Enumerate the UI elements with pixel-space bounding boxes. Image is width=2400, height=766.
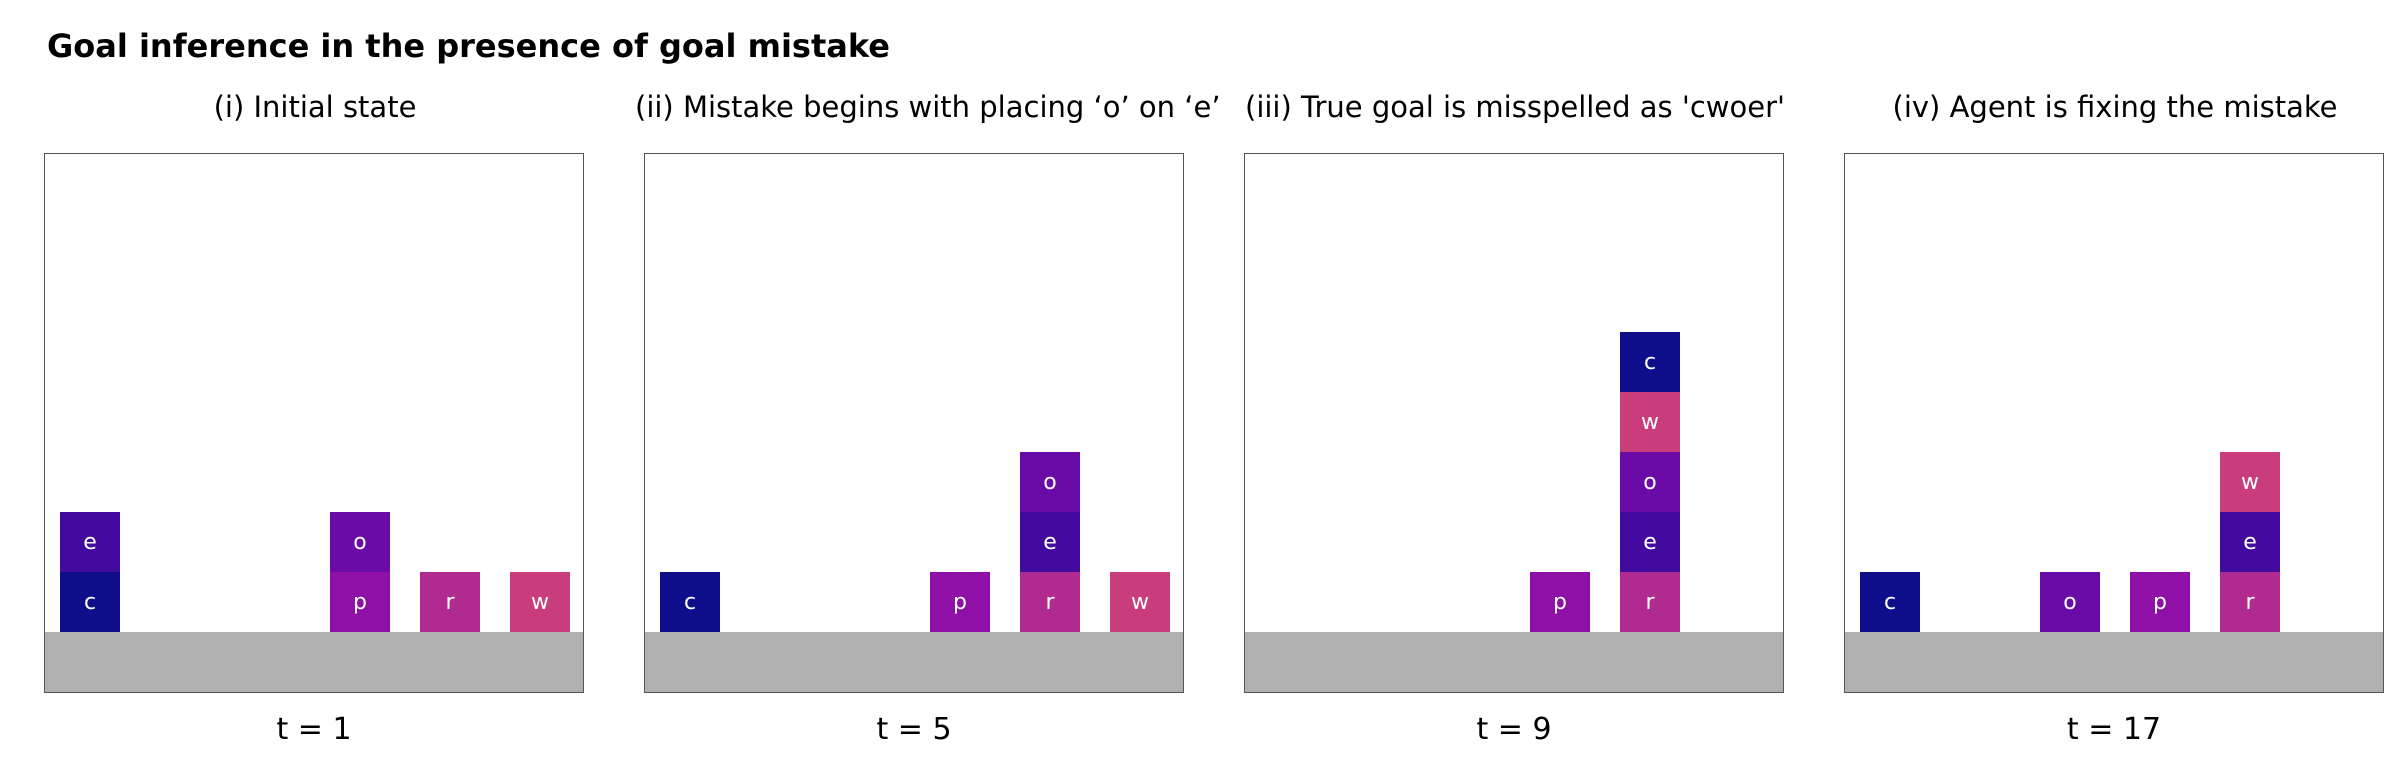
block-r: r — [1620, 572, 1680, 632]
block-r: r — [420, 572, 480, 632]
block-w: w — [510, 572, 570, 632]
block-p: p — [1530, 572, 1590, 632]
block-o: o — [1020, 452, 1080, 512]
time-label-2: t = 5 — [876, 712, 952, 747]
time-label-4: t = 17 — [2066, 712, 2162, 747]
block-c: c — [1620, 332, 1680, 392]
block-o: o — [330, 512, 390, 572]
block-r: r — [2220, 572, 2280, 632]
ground — [645, 632, 1183, 692]
block-p: p — [330, 572, 390, 632]
time-label-1: t = 1 — [276, 712, 352, 747]
ground — [1245, 632, 1783, 692]
block-e: e — [60, 512, 120, 572]
block-e: e — [1020, 512, 1080, 572]
time-label-3: t = 9 — [1476, 712, 1552, 747]
panel-title-4: (iv) Agent is fixing the mistake — [1892, 90, 2338, 124]
block-w: w — [1620, 392, 1680, 452]
block-o: o — [2040, 572, 2100, 632]
panel-title-3: (iii) True goal is misspelled as 'cwoer' — [1245, 90, 1785, 124]
ground — [1845, 632, 2383, 692]
block-p: p — [930, 572, 990, 632]
figure-title: Goal inference in the presence of goal m… — [47, 27, 890, 65]
block-c: c — [60, 572, 120, 632]
block-c: c — [660, 572, 720, 632]
block-w: w — [2220, 452, 2280, 512]
block-p: p — [2130, 572, 2190, 632]
block-w: w — [1110, 572, 1170, 632]
panel-title-2: (ii) Mistake begins with placing ‘o’ on … — [635, 90, 1221, 124]
block-r: r — [1020, 572, 1080, 632]
panel-title-1: (i) Initial state — [213, 90, 417, 124]
block-e: e — [2220, 512, 2280, 572]
ground — [45, 632, 583, 692]
block-e: e — [1620, 512, 1680, 572]
block-c: c — [1860, 572, 1920, 632]
block-o: o — [1620, 452, 1680, 512]
